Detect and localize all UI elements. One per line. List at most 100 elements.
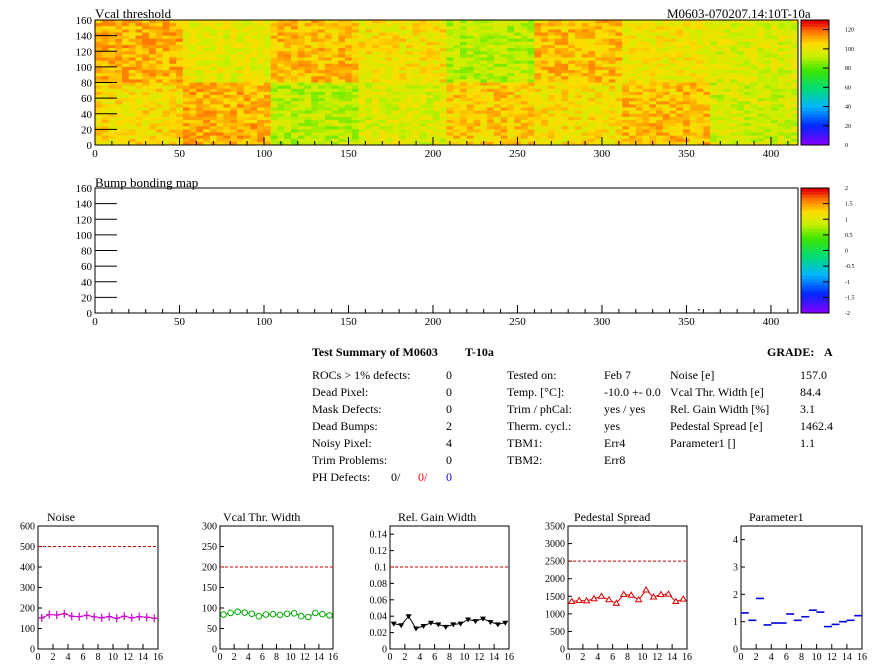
heatmap-cell <box>338 73 346 77</box>
heatmap-cell <box>243 51 251 55</box>
heatmap-cell <box>311 126 319 130</box>
heatmap-cell <box>358 20 366 24</box>
heatmap-cell <box>601 88 610 93</box>
heatmap-cell <box>453 35 461 40</box>
heatmap-cell <box>351 29 360 33</box>
heatmap-cell <box>689 54 698 58</box>
heatmap-cell <box>696 85 704 90</box>
heatmap-cell <box>223 138 231 143</box>
data-point <box>398 623 405 629</box>
heatmap-cell <box>676 123 684 127</box>
heatmap-cell <box>608 141 616 146</box>
heatmap-cell <box>574 104 583 108</box>
heatmap-cell <box>656 60 664 65</box>
heatmap-cell <box>243 57 251 62</box>
heatmap-cell <box>507 141 515 146</box>
heatmap-cell <box>629 35 637 40</box>
heatmap-cell <box>608 26 616 30</box>
heatmap-cell <box>568 26 576 30</box>
heatmap-cell <box>446 66 454 71</box>
heatmap-cell <box>162 95 170 99</box>
heatmap-cell <box>743 82 752 87</box>
heatmap-cell <box>635 32 643 37</box>
heatmap-cell <box>784 123 792 127</box>
heatmap-cell <box>770 132 779 137</box>
heatmap-cell <box>500 76 508 80</box>
heatmap-cell <box>250 79 258 83</box>
heatmap-cell <box>622 110 630 115</box>
heatmap-cell <box>365 79 373 83</box>
heatmap-cell <box>250 60 258 65</box>
heatmap-cell <box>101 116 109 121</box>
heatmap-cell <box>399 138 407 143</box>
heatmap-cell <box>689 98 698 102</box>
heatmap-cell <box>324 141 332 146</box>
heatmap-cell <box>507 35 515 40</box>
heatmap-cell <box>358 79 366 83</box>
heatmap-cell <box>574 73 583 77</box>
heatmap-cell <box>730 85 738 90</box>
heatmap-cell <box>203 95 211 99</box>
colorbar-segment <box>801 228 829 233</box>
colorbar-segment <box>801 222 829 226</box>
heatmap-cell <box>230 45 238 49</box>
heatmap-cell <box>365 141 373 146</box>
data-point <box>312 609 319 617</box>
heatmap-cell <box>122 110 130 115</box>
heatmap-cell <box>345 95 353 99</box>
colorbar-segment <box>801 238 829 242</box>
heatmap-cell <box>108 123 116 127</box>
heatmap-cell <box>399 135 407 140</box>
heatmap-cell <box>473 23 481 27</box>
heatmap-cell <box>270 123 278 127</box>
heatmap-cell <box>405 132 414 137</box>
heatmap-cell <box>480 126 488 130</box>
heatmap-cell <box>588 95 596 99</box>
heatmap-cell <box>554 85 562 90</box>
heatmap-cell <box>284 82 292 87</box>
heatmap-cell <box>581 98 589 102</box>
heatmap-cell <box>426 110 434 115</box>
heatmap-cell <box>730 76 738 80</box>
heatmap-cell <box>615 129 623 133</box>
heatmap-cell <box>135 29 143 33</box>
heatmap-cell <box>345 113 353 118</box>
heatmap-cell <box>689 132 698 137</box>
heatmap-cell <box>439 126 447 130</box>
heatmap-cell <box>439 141 447 146</box>
heatmap-cell <box>209 101 218 105</box>
heatmap-cell <box>683 23 691 27</box>
heatmap-cell <box>263 35 272 40</box>
heatmap-cell <box>460 120 468 124</box>
heatmap-cell <box>588 32 596 37</box>
heatmap-cell <box>378 82 387 87</box>
heatmap-cell <box>656 57 664 62</box>
heatmap-cell <box>338 138 346 143</box>
heatmap-cell <box>203 32 211 37</box>
heatmap-cell <box>608 63 616 68</box>
heatmap-cell <box>291 23 299 27</box>
heatmap-cell <box>189 82 197 87</box>
heatmap-cell <box>581 113 589 118</box>
heatmap-cell <box>615 73 623 77</box>
heatmap-cell <box>345 104 353 108</box>
heatmap-cell <box>338 23 346 27</box>
heatmap-cell <box>446 73 454 77</box>
heatmap-cell <box>669 20 677 24</box>
heatmap-cell <box>412 29 420 33</box>
heatmap-cell <box>622 126 630 130</box>
heatmap-cell <box>710 120 718 124</box>
heatmap-cell <box>378 63 387 68</box>
heatmap-cell <box>453 116 461 121</box>
heatmap-cell <box>446 23 454 27</box>
heatmap-cell <box>784 63 792 68</box>
heatmap-cell <box>196 98 204 102</box>
heatmap-cell <box>493 41 501 46</box>
heatmap-cell <box>189 23 197 27</box>
heatmap-cell <box>683 32 691 37</box>
heatmap-cell <box>662 70 670 74</box>
colorbar-segment <box>801 98 829 102</box>
heatmap-cell <box>399 63 407 68</box>
heatmap-cell <box>622 38 630 43</box>
heatmap-cell <box>466 79 474 83</box>
